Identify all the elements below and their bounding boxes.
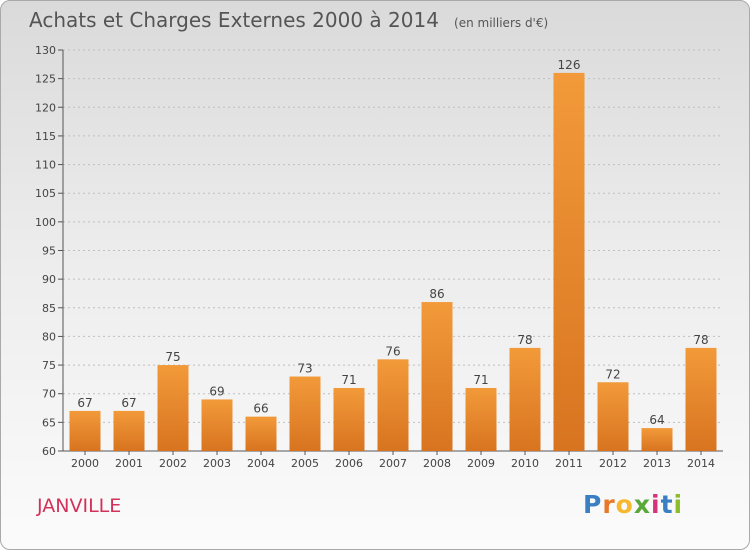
x-tick-label: 2002 [159,457,187,470]
bar [685,347,717,451]
x-tick-label: 2006 [335,457,363,470]
bar-value-label: 72 [605,367,620,381]
y-tick-label: 85 [42,302,56,315]
y-tick-label: 90 [42,273,56,286]
bar-value-label: 73 [297,362,312,376]
x-tick-label: 2010 [511,457,539,470]
bar [421,302,453,451]
x-tick-label: 2001 [115,457,143,470]
bar-value-label: 67 [77,396,92,410]
bar-value-label: 66 [253,402,268,416]
logo-letter: x [633,490,651,519]
y-tick-label: 95 [42,245,56,258]
bar-value-label: 78 [693,333,708,347]
y-tick-label: 120 [35,101,56,114]
x-tick-label: 2011 [555,457,583,470]
y-tick-label: 110 [35,159,56,172]
x-tick-label: 2012 [599,457,627,470]
x-tick-label: 2014 [687,457,715,470]
logo-letter: o [615,490,634,519]
x-tick-label: 2007 [379,457,407,470]
bar [465,387,497,451]
y-tick-label: 100 [35,216,56,229]
bar [641,428,673,451]
logo-letter: P [583,490,603,519]
y-tick-label: 75 [42,359,56,372]
x-tick-label: 2005 [291,457,319,470]
bar-value-label: 75 [165,350,180,364]
proxiti-logo: Proxiti [583,490,683,519]
bar-value-label: 71 [473,373,488,387]
commune-name: JANVILLE [37,495,122,517]
chart-unit-label: (en milliers d'€) [454,16,549,30]
y-tick-label: 105 [35,187,56,200]
logo-letter: i [673,490,684,519]
bar [201,399,233,451]
x-tick-label: 2000 [71,457,99,470]
y-tick-label: 115 [35,130,56,143]
bar [113,410,145,451]
y-tick-label: 125 [35,73,56,86]
bar-value-label: 64 [649,413,664,427]
bar-value-label: 76 [385,344,400,358]
y-tick-label: 80 [42,330,56,343]
y-tick-label: 60 [42,445,56,458]
bar [333,387,365,451]
logo-letter: t [660,490,674,519]
bar-value-label: 86 [429,287,444,301]
bar [289,376,321,451]
y-tick-label: 65 [42,416,56,429]
bar [553,72,585,452]
bar [69,410,101,451]
bar-value-label: 69 [209,384,224,398]
bar [245,416,277,451]
logo-letter: i [651,490,661,519]
logo-letter: r [602,490,616,519]
bar [597,382,629,451]
x-tick-label: 2003 [203,457,231,470]
bar-value-label: 126 [558,58,581,72]
x-tick-label: 2004 [247,457,275,470]
x-tick-label: 2013 [643,457,671,470]
bar-value-label: 67 [121,396,136,410]
bar-value-label: 71 [341,373,356,387]
chart-title-text: Achats et Charges Externes 2000 à 2014 [29,8,439,32]
bar [157,365,189,451]
x-tick-label: 2009 [467,457,495,470]
bar [509,347,541,451]
y-tick-label: 130 [35,44,56,57]
chart-title: Achats et Charges Externes 2000 à 2014 (… [29,8,548,32]
bar-value-label: 78 [517,333,532,347]
y-tick-label: 70 [42,388,56,401]
x-tick-label: 2008 [423,457,451,470]
bar [377,359,409,451]
